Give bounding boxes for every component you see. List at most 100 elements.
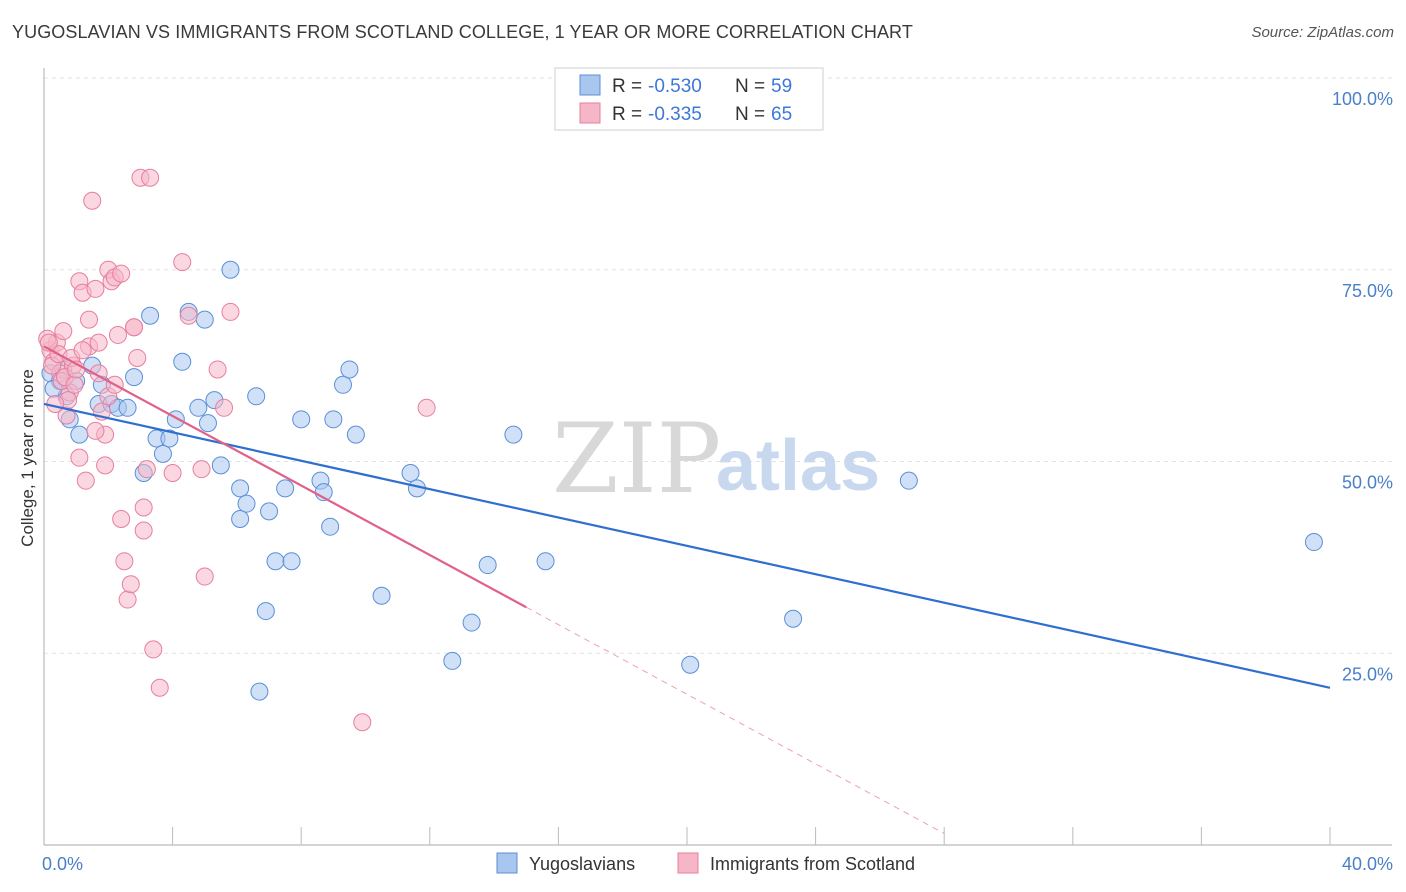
legend-n-label-1: N = <box>735 76 765 97</box>
point-series0-22 <box>195 310 214 329</box>
legend-box: R = -0.530 N = 59 R = -0.335 N = 65 <box>554 67 824 131</box>
watermark: ZIP atlas <box>552 403 880 515</box>
trend-line-0 <box>43 402 1331 689</box>
point-series1-60 <box>73 341 92 360</box>
trend-line-1 <box>43 345 527 609</box>
point-series1-29 <box>118 590 137 609</box>
trend-line-ext-1 <box>526 606 945 834</box>
point-series0-55 <box>899 471 918 490</box>
point-series0-53 <box>681 655 700 674</box>
point-series0-54 <box>784 609 803 628</box>
watermark-atlas: atlas <box>716 426 880 506</box>
bottom-legend-swatch-yugoslavians <box>496 852 518 874</box>
point-series1-44 <box>192 460 211 479</box>
watermark-zip: ZIP <box>552 403 721 515</box>
point-series1-17 <box>89 333 108 352</box>
point-series0-40 <box>321 517 340 536</box>
point-series1-61 <box>86 421 105 440</box>
point-series0-23 <box>198 414 217 433</box>
point-series0-5 <box>70 425 89 444</box>
bottom-legend-label-scotland: Immigrants from Scotland <box>710 854 915 874</box>
point-series0-30 <box>247 387 266 406</box>
y-tick-label-3: 100.0% <box>1332 89 1393 109</box>
point-series0-27 <box>231 479 250 498</box>
x-tick-label-0: 0.0% <box>42 854 83 874</box>
point-series0-35 <box>276 479 295 498</box>
chart-title: YUGOSLAVIAN VS IMMIGRANTS FROM SCOTLAND … <box>12 22 913 42</box>
legend-r-label-1: R = <box>612 76 642 97</box>
point-series0-14 <box>141 306 160 325</box>
point-series1-49 <box>353 713 372 732</box>
point-series1-35 <box>134 498 153 517</box>
point-series1-32 <box>125 318 144 337</box>
y-axis-label: College, 1 year or more <box>18 369 37 547</box>
point-series1-20 <box>96 456 115 475</box>
point-series0-45 <box>372 586 391 605</box>
legend-swatch-scotland <box>579 102 601 124</box>
point-series1-14 <box>83 191 102 210</box>
point-series0-46 <box>401 464 420 483</box>
point-series0-41 <box>324 410 343 429</box>
x-tick-label-1: 40.0% <box>1342 854 1393 874</box>
point-series0-32 <box>256 602 275 621</box>
point-series0-34 <box>266 552 285 571</box>
bottom-legend-label-yugoslavians: Yugoslavians <box>529 854 635 874</box>
point-series1-30 <box>121 575 140 594</box>
point-series0-44 <box>346 425 365 444</box>
legend-r-value-2: -0.335 <box>648 104 702 125</box>
point-series1-27 <box>112 510 131 529</box>
point-series1-38 <box>141 168 160 187</box>
bottom-legend-swatch-scotland <box>677 852 699 874</box>
legend-n-value-2: 65 <box>771 104 792 125</box>
point-series1-28 <box>115 552 134 571</box>
legend-n-label-2: N = <box>735 104 765 125</box>
point-series0-49 <box>462 613 481 632</box>
point-series0-31 <box>250 682 269 701</box>
point-series0-51 <box>504 425 523 444</box>
point-series0-26 <box>221 260 240 279</box>
data-points <box>38 168 1323 732</box>
point-series0-29 <box>237 494 256 513</box>
point-series0-52 <box>536 552 555 571</box>
point-series1-15 <box>86 279 105 298</box>
point-series0-12 <box>125 368 144 387</box>
point-series1-33 <box>128 348 147 367</box>
point-series1-40 <box>150 678 169 697</box>
point-series1-36 <box>134 521 153 540</box>
point-series1-45 <box>195 567 214 586</box>
point-series1-37 <box>137 460 156 479</box>
bottom-legend: Yugoslavians Immigrants from Scotland <box>496 852 915 874</box>
axes: 25.0% 50.0% 75.0% 100.0% 0.0% 40.0% <box>42 68 1393 874</box>
point-series1-42 <box>173 253 192 272</box>
point-series1-50 <box>417 398 436 417</box>
point-series0-19 <box>173 352 192 371</box>
y-tick-label-0: 25.0% <box>1342 664 1393 684</box>
point-series1-58 <box>65 375 84 394</box>
point-series0-21 <box>189 398 208 417</box>
trend-lines <box>43 345 1331 834</box>
y-tick-label-2: 75.0% <box>1342 281 1393 301</box>
point-series0-28 <box>231 510 250 529</box>
point-series0-25 <box>211 456 230 475</box>
point-series1-46 <box>208 360 227 379</box>
legend-r-label-2: R = <box>612 104 642 125</box>
point-series1-47 <box>215 398 234 417</box>
y-tick-label-1: 50.0% <box>1342 473 1393 493</box>
point-series0-43 <box>340 360 359 379</box>
point-series0-16 <box>153 444 172 463</box>
point-series1-43 <box>179 306 198 325</box>
point-series1-41 <box>163 464 182 483</box>
point-series0-50 <box>478 556 497 575</box>
point-series0-17 <box>160 429 179 448</box>
point-series1-39 <box>144 640 163 659</box>
point-series1-12 <box>80 310 99 329</box>
point-series0-33 <box>260 502 279 521</box>
point-series1-48 <box>221 302 240 321</box>
point-series1-11 <box>76 471 95 490</box>
point-series0-37 <box>292 410 311 429</box>
point-series1-9 <box>70 448 89 467</box>
legend-n-value-1: 59 <box>771 76 792 97</box>
gridlines <box>44 77 1392 654</box>
point-series1-25 <box>108 325 127 344</box>
legend-r-value-1: -0.530 <box>648 76 702 97</box>
